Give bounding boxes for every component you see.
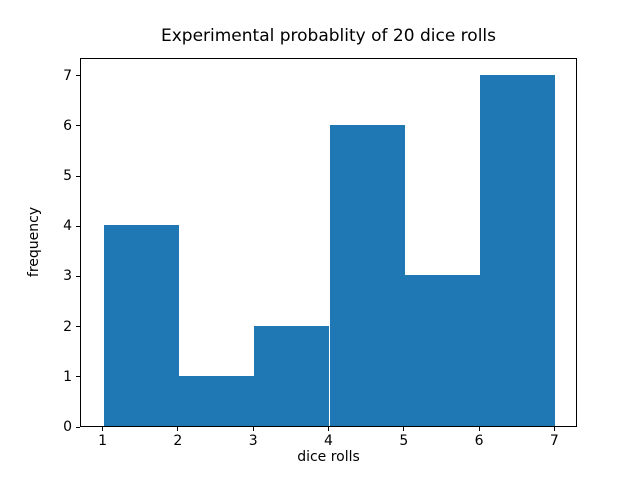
y-tick-label: 3 (63, 268, 72, 285)
x-tick-mark (478, 427, 480, 431)
histogram-bar (178, 375, 255, 426)
histogram-bar (254, 325, 330, 426)
y-tick-mark (76, 175, 80, 177)
histogram-bar (103, 225, 179, 426)
y-tick-mark (76, 125, 80, 127)
y-tick-label: 4 (63, 218, 72, 235)
chart-title: Experimental probablity of 20 dice rolls (160, 26, 497, 46)
y-tick-mark (76, 275, 80, 277)
x-axis-label: dice rolls (297, 449, 360, 465)
x-tick-label: 4 (324, 433, 333, 449)
x-tick-mark (403, 427, 405, 431)
x-tick-label: 3 (248, 433, 258, 449)
y-tick-mark (76, 75, 80, 77)
y-tick-mark (76, 426, 80, 428)
x-tick-mark (328, 427, 329, 431)
y-tick-mark (76, 326, 80, 328)
histogram-bar (329, 124, 405, 426)
x-tick-mark (553, 427, 555, 431)
x-tick-label: 1 (98, 433, 108, 449)
y-tick-label: 2 (63, 318, 72, 335)
x-tick-label: 7 (549, 433, 559, 449)
x-tick-mark (177, 427, 179, 431)
histogram-bar (404, 275, 481, 426)
x-tick-label: 2 (173, 433, 183, 449)
plot-area (80, 58, 577, 427)
y-tick-label: 7 (63, 67, 72, 84)
y-tick-mark (76, 225, 80, 227)
y-tick-label: 6 (63, 117, 72, 134)
y-tick-mark (76, 376, 80, 378)
x-tick-mark (252, 427, 254, 431)
x-tick-mark (102, 427, 104, 431)
x-tick-label: 6 (474, 433, 484, 449)
y-tick-label: 5 (63, 168, 72, 184)
x-tick-label: 5 (399, 433, 409, 449)
histogram-bar (480, 74, 556, 426)
y-tick-label: 1 (63, 368, 72, 385)
y-tick-label: 0 (63, 419, 72, 435)
